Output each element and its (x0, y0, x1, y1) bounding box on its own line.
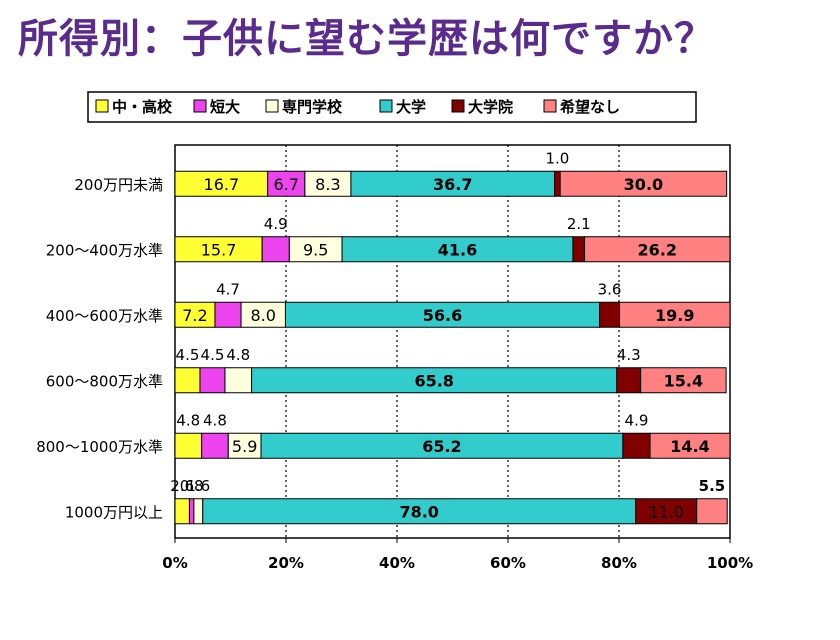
bar-segment (174, 170, 269, 197)
data-label: 8.0 (251, 306, 276, 325)
legend-swatch (379, 99, 393, 113)
bar-segment (174, 236, 263, 263)
data-label: 15.7 (201, 240, 237, 259)
data-label: 7.2 (182, 306, 207, 325)
bar-segment (599, 301, 621, 328)
legend-label: 中・高校 (112, 98, 173, 116)
category-label: 200万円未満 (74, 176, 163, 194)
bar-segment (260, 432, 624, 459)
bar-segment (554, 170, 561, 197)
bar-segment (341, 236, 574, 263)
data-label: 65.8 (414, 371, 453, 390)
data-label: 8.3 (315, 175, 340, 194)
data-label: 65.2 (422, 437, 461, 456)
x-tick-label: 40% (379, 554, 415, 572)
legend-swatch (95, 99, 109, 113)
bar-segment (640, 367, 727, 394)
data-label: 41.6 (438, 240, 477, 259)
legend-swatch (265, 99, 279, 113)
bar-segment (174, 498, 190, 525)
data-label: 4.8 (176, 411, 200, 429)
legend-label: 大学 (396, 98, 426, 116)
bar-segment (174, 432, 203, 459)
legend-swatch (451, 99, 465, 113)
bar-segment (649, 432, 731, 459)
bar-segment (288, 236, 343, 263)
x-tick-label: 80% (601, 554, 637, 572)
data-label: 4.5 (201, 346, 225, 364)
data-label: 14.4 (670, 437, 709, 456)
legend-label: 専門学校 (282, 98, 343, 116)
bar-segment (188, 498, 195, 525)
data-label: 15.4 (664, 371, 703, 390)
data-label: 19.9 (655, 306, 694, 325)
x-tick-label: 100% (707, 554, 753, 572)
data-label: 56.6 (423, 306, 462, 325)
legend-label: 短大 (210, 98, 240, 116)
bar-segment (619, 301, 731, 328)
data-label: 16.7 (204, 175, 240, 194)
legend-label: 希望なし (560, 98, 620, 116)
bar-segment (201, 432, 229, 459)
bar-segment (350, 170, 556, 197)
data-label: 4.8 (203, 411, 227, 429)
data-label: 4.8 (226, 346, 250, 364)
legend-swatch (543, 99, 557, 113)
x-tick-label: 20% (268, 554, 304, 572)
bar-segment (559, 170, 728, 197)
data-label: 5.9 (232, 437, 257, 456)
data-label: 30.0 (624, 175, 663, 194)
bar-segment (696, 498, 728, 525)
data-label: 4.9 (264, 215, 288, 233)
data-label: 0.8 (180, 477, 204, 495)
data-label: 11.0 (648, 502, 684, 521)
data-label: 2.6 (170, 477, 194, 495)
bar-segment (616, 367, 642, 394)
bar-segment (635, 498, 698, 525)
data-label: 6.7 (274, 175, 299, 194)
data-label: 36.7 (433, 175, 472, 194)
data-label: 5.5 (699, 477, 726, 495)
data-label: 3.6 (598, 280, 622, 298)
data-label: 1.6 (186, 477, 210, 495)
plot-frame (174, 144, 731, 539)
category-label: 200～400万水準 (46, 241, 163, 259)
bar-segment (261, 236, 290, 263)
data-label: 1.0 (545, 149, 569, 167)
x-tick-label: 60% (490, 554, 526, 572)
category-label: 1000万円以上 (65, 503, 163, 521)
bar-segment (572, 236, 586, 263)
chart-title: 所得別：子供に望む学歴は何ですか？ (18, 16, 715, 62)
legend-swatch (193, 99, 207, 113)
category-label: 600～800万水準 (46, 372, 163, 390)
data-label: 4.7 (216, 280, 240, 298)
category-label: 800～1000万水準 (36, 438, 163, 456)
data-label: 78.0 (399, 502, 438, 521)
data-label: 4.3 (617, 346, 641, 364)
plot-area: 0% 20% 40% 60% 80% 100% (162, 144, 753, 572)
data-label: 4.5 (176, 346, 200, 364)
data-label: 4.9 (625, 411, 649, 429)
chart-marks: 200万円未満 16.7 6.7 8.3 36.7 1.0 30.0 200～400万水準 15… (36, 149, 731, 525)
category-label: 400～600万水準 (46, 307, 163, 325)
bar-segment (174, 301, 216, 328)
bar-segment (584, 236, 731, 263)
bar-segment (174, 367, 201, 394)
x-tick-label: 0% (162, 554, 187, 572)
bar-segment (224, 367, 253, 394)
data-label: 26.2 (638, 240, 677, 259)
bar-segment (240, 301, 286, 328)
legend-label: 大学院 (468, 98, 513, 116)
legend: 中・高校 短大 専門学校 大学 大学院 希望なし (87, 91, 697, 123)
bar-segment (193, 498, 204, 525)
bar-segment (214, 301, 242, 328)
data-label: 2.1 (567, 215, 591, 233)
data-label: 9.5 (303, 240, 328, 259)
bar-segment (199, 367, 226, 394)
bar-segment (267, 170, 306, 197)
bar-segment (622, 432, 651, 459)
